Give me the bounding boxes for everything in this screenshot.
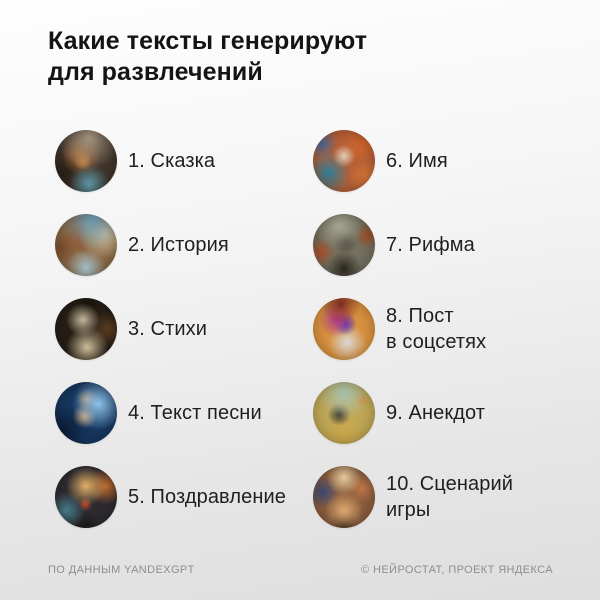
list-item-3: 3. Стихи: [55, 298, 313, 360]
items-grid: 1. Сказка 2. История 3. Стихи 4. Текст п…: [55, 119, 590, 539]
list-item-9: 9. Анекдот: [313, 382, 590, 444]
list-item-6: 6. Имя: [313, 130, 590, 192]
item-label: 3. Стихи: [128, 318, 207, 340]
item-label: 6. Имя: [386, 150, 448, 172]
footer-source-text: ПО ДАННЫМ YANDEXGPT: [48, 564, 195, 576]
item-label: 4. Текст песни: [128, 402, 262, 424]
list-item-7: 7. Рифма: [313, 214, 590, 276]
item-label: 1. Сказка: [128, 150, 216, 172]
item-label: 10. Сценарий игры: [386, 473, 513, 521]
item-label: 7. Рифма: [386, 234, 475, 256]
rhyme-figure-avatar: [313, 214, 375, 276]
list-item-4: 4. Текст песни: [55, 382, 313, 444]
list-item-5: 5. Поздравление: [55, 466, 313, 528]
greeting-girl-avatar: [55, 466, 117, 528]
item-label: 2. История: [128, 234, 229, 256]
page-title: Какие тексты генерируют для развлечений: [48, 27, 368, 86]
list-item-2: 2. История: [55, 214, 313, 276]
joke-man-avatar: [313, 382, 375, 444]
item-label: 5. Поздравление: [128, 486, 286, 508]
list-item-1: 1. Сказка: [55, 130, 313, 192]
poems-writer-avatar: [55, 298, 117, 360]
footer-credit-text: © НЕЙРОСТАТ, ПРОЕКТ ЯНДЕКСА: [361, 564, 553, 576]
footer: ПО ДАННЫМ YANDEXGPT © НЕЙРОСТАТ, ПРОЕКТ …: [48, 564, 553, 576]
fairy-tale-avatar: [55, 130, 117, 192]
list-item-8: 8. Пост в соцсетях: [313, 298, 590, 360]
game-scenario-avatar: [313, 466, 375, 528]
item-label: 9. Анекдот: [386, 402, 486, 424]
song-singer-avatar: [55, 382, 117, 444]
name-faces-avatar: [313, 130, 375, 192]
social-post-laptop-avatar: [313, 298, 375, 360]
history-castle-avatar: [55, 214, 117, 276]
list-item-10: 10. Сценарий игры: [313, 466, 590, 528]
item-label: 8. Пост в соцсетях: [386, 305, 487, 353]
